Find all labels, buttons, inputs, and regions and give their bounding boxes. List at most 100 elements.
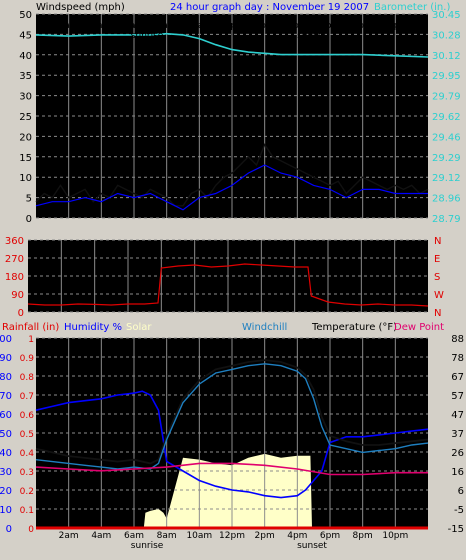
barometer-y-tick-label: 30.45 [432, 10, 461, 21]
wind-panel: 0 5 10 15 20 25 30 35 40 45 50 28.79 28.96 29.12 29.2… [19, 2, 460, 225]
wind-x-tick-label: 2pm [255, 21, 275, 31]
wind-y-tick-label: 0 [26, 214, 32, 225]
wind-x-tick-label: 6am [124, 21, 144, 31]
compass-tick-label: W [434, 290, 444, 301]
barometer-y-tick-label: 29.95 [432, 71, 461, 82]
wind-y-tick-label: 50 [19, 10, 32, 21]
direction-y-tick-label: 270 [5, 254, 24, 265]
barometer-y-tick-label: 29.62 [432, 112, 461, 123]
legend-humidity: Humidity % [64, 322, 122, 333]
direction-series [27, 263, 429, 307]
humidity-y-tick-label: 60 [0, 410, 12, 421]
rainfall-y-tick-label: 0.5 [20, 430, 34, 440]
wind-direction-line [27, 263, 429, 307]
wind-y-tick-label: 35 [19, 71, 32, 82]
humidity-y-tick-label: 100 [0, 334, 12, 345]
rainfall-y-tick-label: 0.2 [20, 487, 34, 497]
barometer-y-tick-label: 29.46 [432, 132, 461, 143]
barometer-axis-label: Barometer (in.) [374, 2, 450, 13]
temperature-panel: 0 0.1 0.2 0.3 0.4 0.5 0.6 0.7 0.8 0.9 1 0 10 20 30 40 5… [0, 322, 464, 551]
rainfall-y-tick-label: 0 [28, 525, 34, 535]
wind-y-tick-label: 25 [19, 112, 32, 123]
temperature-line [35, 359, 429, 465]
temperature-y-tick-label: 16 [451, 467, 464, 478]
rainfall-y-tick-label: 0.1 [20, 506, 34, 516]
windspeed-line [35, 143, 429, 207]
temperature-x-tick-label: 4am [91, 531, 111, 541]
wind-y-ticks: 0 5 10 15 20 25 30 35 40 45 50 [19, 10, 32, 225]
direction-y-tick-label: 360 [5, 236, 24, 247]
compass-tick-label: E [434, 254, 440, 265]
direction-y-tick-label: 0 [18, 308, 24, 319]
temperature-y-tick-label: 26 [451, 448, 464, 459]
temperature-legend: Rainfall (in) Humidity % Solar Windchill… [2, 322, 444, 333]
compass-tick-label: N [434, 236, 441, 247]
wind-x-tick-label: 4am [91, 21, 111, 31]
barometer-y-tick-label: 29.79 [432, 92, 461, 103]
humidity-y-tick-label: 90 [0, 353, 12, 364]
wind-y-tick-label: 20 [19, 132, 32, 143]
wind-x-tick-label: 8am [157, 21, 177, 31]
humidity-y-tick-label: 80 [0, 372, 12, 383]
barometer-y-tick-label: 30.12 [432, 51, 461, 62]
rainfall-y-tick-label: 0.4 [20, 449, 35, 459]
temperature-grid [36, 337, 428, 529]
windchill-line [35, 363, 429, 470]
wind-x-tick-label: 10pm [382, 21, 408, 31]
wind-x-tick-label: 8pm [353, 21, 373, 31]
temperature-x-tick-label: 2am [59, 531, 79, 541]
temperature-series [35, 359, 429, 530]
barometer-y-ticks: 28.79 28.96 29.12 29.29 29.46 29.62 29.79 29.95… [432, 10, 461, 225]
temperature-x-tick-label: 10am [186, 531, 212, 541]
temperature-x-tick-label: 8pm [353, 531, 373, 541]
temperature-x-ticks: 2am 4am 6am 8am 10am 12pm 2pm 4pm 6pm 8pm 10pm sunr… [59, 531, 409, 551]
temperature-y-tick-label: 57 [451, 391, 464, 402]
humidity-y-tick-label: 70 [0, 391, 12, 402]
rainfall-y-tick-label: 0.6 [20, 411, 35, 421]
wind-x-ticks: 2am 4am 6am 8am 10am 12pm 2pm 4pm 6pm 8pm 10pm sunr… [59, 21, 409, 41]
wind-x-tick-label: 4pm [287, 21, 307, 31]
barometer-y-tick-label: 28.96 [432, 194, 461, 205]
wind-x-tick-label: 2am [59, 21, 79, 31]
wind-series [35, 32, 429, 211]
temperature-y-tick-label: 67 [451, 372, 464, 383]
temperature-x-tick-label: 12pm [219, 531, 245, 541]
humidity-y-tick-label: 10 [0, 505, 12, 516]
dewpoint-line [35, 462, 428, 476]
legend-windchill: Windchill [242, 322, 287, 333]
humidity-line [35, 390, 429, 499]
wind-grid [36, 13, 428, 219]
humidity-y-ticks: 0 10 20 30 40 50 60 70 80 90 100 [0, 334, 12, 535]
humidity-y-tick-label: 0 [6, 524, 12, 535]
barometer-y-tick-label: 29.12 [432, 173, 461, 184]
legend-temperature: Temperature (°F) [311, 322, 397, 333]
rainfall-y-tick-label: 1 [28, 335, 34, 345]
rainfall-y-tick-label: 0.9 [20, 354, 35, 364]
humidity-y-tick-label: 20 [0, 486, 12, 497]
wind-y-tick-label: 40 [19, 51, 32, 62]
humidity-y-tick-label: 40 [0, 448, 12, 459]
direction-y-tick-label: 180 [5, 272, 24, 283]
wind-y-tick-label: 15 [19, 153, 32, 164]
windspeed-axis-label: Windspeed (mph) [36, 2, 125, 13]
rainfall-y-tick-label: 0.3 [20, 468, 34, 478]
barometer-line [35, 32, 429, 58]
compass-tick-label: N [434, 308, 441, 319]
direction-y-ticks: 0 90 180 270 360 [5, 236, 24, 319]
temperature-y-tick-label: 88 [451, 334, 464, 345]
legend-dewpoint: Dew Point [394, 322, 444, 333]
sunset-label: sunset [297, 31, 327, 41]
legend-solar: Solar [126, 322, 152, 333]
barometer-y-tick-label: 30.28 [432, 30, 461, 41]
temperature-y-tick-label: -15 [448, 524, 464, 535]
temperature-x-tick-label: 4pm [287, 531, 307, 541]
temperature-y-tick-label: -5 [454, 505, 464, 516]
temperature-x-tick-label: 10pm [382, 531, 408, 541]
wind-y-tick-label: 30 [19, 92, 32, 103]
average-wind-line [35, 164, 428, 211]
sunset-label-lower: sunset [297, 541, 327, 551]
